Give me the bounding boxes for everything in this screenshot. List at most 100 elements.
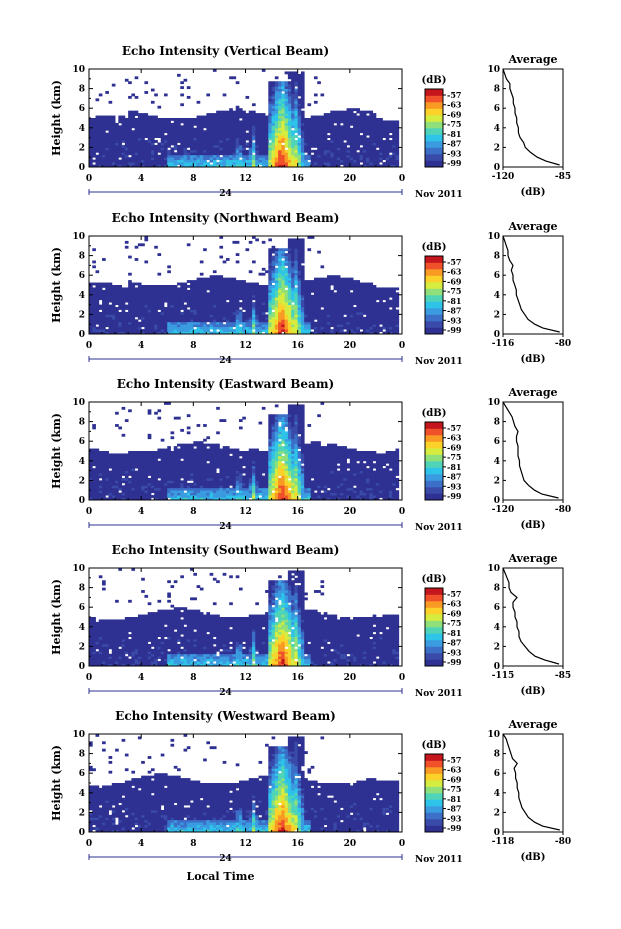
heatmap-cell [353, 307, 357, 310]
heatmap-cell [235, 321, 240, 325]
heatmap-cell [183, 137, 188, 141]
heatmap-cell [281, 304, 286, 308]
heatmap-cell [134, 314, 139, 318]
heatmap-cell [144, 152, 149, 156]
heatmap-cell [225, 321, 230, 325]
heatmap-cell [95, 316, 100, 320]
heatmap-cell [294, 250, 299, 254]
heatmap-cell [284, 162, 289, 165]
heatmap-cell [131, 120, 136, 124]
heatmap-cell [173, 144, 178, 148]
heatmap-cell [297, 103, 302, 107]
heatmap-cell [349, 287, 354, 291]
heatmap-cell [340, 307, 344, 310]
heatmap-cell [349, 108, 354, 112]
heatmap-cell [343, 115, 347, 119]
heatmap-cell [95, 115, 100, 119]
heatmap-cell [359, 321, 364, 325]
heatmap-cell [163, 311, 168, 315]
heatmap-cell [265, 297, 269, 301]
heatmap-cell [320, 309, 325, 313]
heatmap-cell [343, 130, 347, 134]
heatmap-cell [137, 137, 142, 141]
heatmap-cell [353, 285, 357, 288]
heatmap-cell [323, 294, 328, 298]
heatmap-cell [134, 487, 139, 491]
heatmap-cell [323, 324, 328, 328]
heatmap-cell [261, 240, 266, 244]
heatmap-cell [313, 162, 318, 165]
heatmap-cell [235, 120, 240, 124]
heatmap-cell [248, 314, 253, 318]
heatmap-cell [154, 319, 158, 323]
heatmap-cell [392, 307, 396, 310]
heatmap-cell [385, 309, 390, 313]
heatmap-cell [160, 287, 165, 291]
heatmap-cell [229, 135, 233, 138]
heatmap-cell [268, 292, 272, 296]
heatmap-cell [307, 140, 312, 143]
heatmap-cell [297, 285, 302, 288]
heatmap-cell [235, 127, 240, 131]
heatmap-cell [248, 122, 253, 126]
heatmap-cell [212, 287, 217, 291]
heatmap-cell [395, 135, 400, 138]
heatmap-cell [265, 137, 269, 141]
heatmap-cell [147, 329, 152, 332]
heatmap-cell [235, 137, 240, 141]
heatmap-cell [278, 287, 282, 291]
heatmap-cell [235, 147, 240, 151]
heatmap-cell [242, 125, 246, 129]
heatmap-cell [291, 154, 295, 158]
heatmap-cell [375, 292, 380, 296]
heatmap-cell [310, 314, 315, 318]
heatmap-cell [225, 282, 230, 286]
heatmap-cell [310, 299, 315, 303]
heatmap-cell [310, 157, 315, 161]
heatmap-cell [219, 255, 224, 259]
heatmap-cell [115, 411, 119, 415]
heatmap-cell [108, 115, 113, 119]
heatmap-cell [300, 289, 305, 293]
heatmap-cell [102, 485, 106, 489]
heatmap-cell [255, 326, 259, 330]
heatmap-cell [349, 122, 354, 126]
heatmap-cell [268, 147, 272, 151]
heatmap-cell [108, 492, 113, 496]
heatmap-cell [310, 127, 315, 131]
heatmap-cell [268, 270, 272, 274]
heatmap-cell [300, 304, 305, 308]
heatmap-cell [304, 142, 308, 146]
heatmap-cell [209, 309, 214, 313]
heatmap-cell [271, 294, 276, 298]
heatmap-cell [163, 118, 168, 121]
heatmap-cell [121, 120, 126, 124]
heatmap-cell [281, 253, 286, 256]
heatmap-cell [232, 144, 237, 148]
heatmap-cell [317, 326, 321, 330]
heatmap-cell [150, 164, 155, 168]
heatmap-cell [304, 309, 308, 313]
heatmap-cell [209, 331, 214, 335]
heatmap-cell [353, 280, 357, 283]
heatmap-cell [359, 122, 364, 126]
heatmap-cell [307, 127, 312, 131]
heatmap-cell [89, 465, 93, 469]
heatmap-cell [111, 142, 116, 146]
heatmap-cell [124, 460, 129, 464]
heatmap-cell [274, 294, 279, 298]
colorbar-swatch [425, 308, 443, 315]
heatmap-cell [255, 127, 259, 131]
heatmap-cell [105, 311, 109, 315]
heatmap-cell [346, 285, 351, 288]
heatmap-cell [362, 302, 367, 305]
heatmap-cell [392, 324, 396, 328]
heatmap-cell [173, 289, 178, 293]
heatmap-cell [131, 164, 136, 168]
heatmap-cell [98, 468, 103, 471]
heatmap-cell [134, 297, 139, 301]
heatmap-cell [340, 127, 344, 131]
heatmap-cell [144, 455, 149, 459]
heatmap-cell [245, 287, 250, 291]
heatmap-cell [92, 294, 96, 298]
